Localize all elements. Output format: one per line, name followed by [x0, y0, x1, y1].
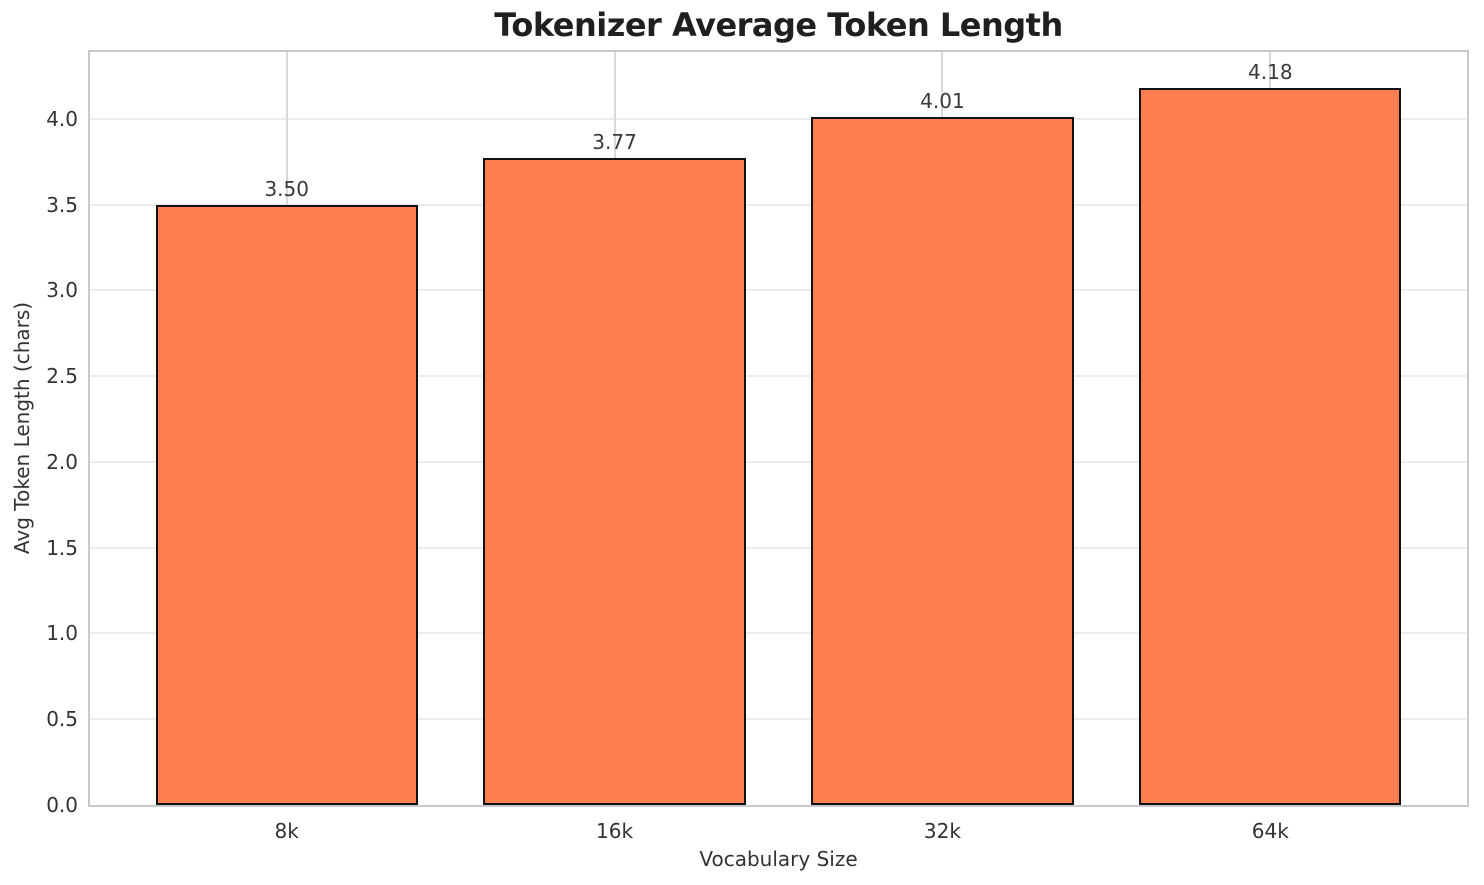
- x-tick-label: 32k: [923, 819, 961, 843]
- gridline-horizontal: [90, 718, 1467, 721]
- gridline-horizontal: [90, 289, 1467, 292]
- gridline-horizontal: [90, 632, 1467, 635]
- bar-value-label: 3.77: [592, 130, 637, 155]
- y-tick-label: 0.5: [46, 707, 78, 732]
- y-tick-label: 4.0: [46, 106, 78, 131]
- gridline-horizontal: [90, 460, 1467, 463]
- y-tick-label: 1.0: [46, 621, 78, 646]
- y-tick-label: 3.5: [46, 192, 78, 217]
- bar: [483, 158, 746, 805]
- bar-value-label: 4.01: [920, 89, 965, 114]
- y-tick-label: 3.0: [46, 278, 78, 303]
- y-axis-label: Avg Token Length (chars): [10, 301, 34, 555]
- bar-value-label: 3.50: [264, 176, 309, 201]
- gridline-horizontal: [90, 546, 1467, 549]
- bar: [811, 117, 1074, 805]
- plot-area: 3.50 3.77 4.01 4.18: [88, 50, 1469, 807]
- gridline-horizontal: [90, 117, 1467, 120]
- y-tick-label: 1.5: [46, 535, 78, 560]
- y-tick-label: 2.5: [46, 364, 78, 389]
- bar: [1139, 88, 1402, 805]
- gridline-horizontal: [90, 375, 1467, 378]
- x-axis-label: Vocabulary Size: [699, 847, 858, 871]
- x-tick-label: 64k: [1251, 819, 1289, 843]
- y-tick-label: 0.0: [46, 793, 78, 817]
- x-tick-label: 8k: [274, 819, 299, 843]
- y-tick-label: 2.0: [46, 449, 78, 474]
- bar: [155, 204, 418, 805]
- chart-title: Tokenizer Average Token Length: [494, 6, 1063, 44]
- gridline-horizontal: [90, 203, 1467, 206]
- x-tick-label: 16k: [596, 819, 634, 843]
- bar-value-label: 4.18: [1248, 60, 1293, 85]
